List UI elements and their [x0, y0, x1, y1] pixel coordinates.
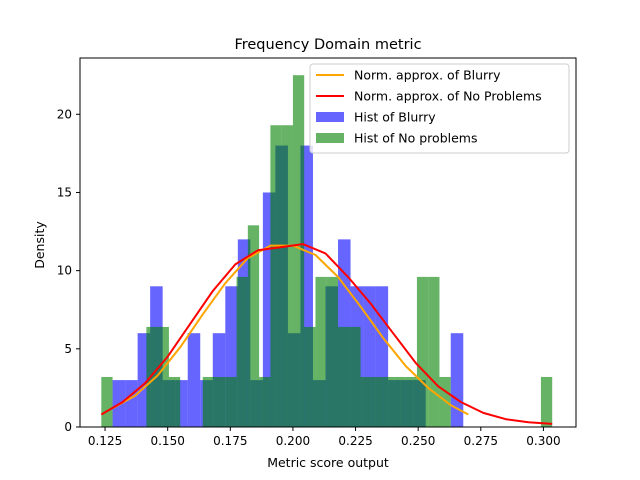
hist-bar — [450, 333, 464, 427]
y-tick-label: 10 — [57, 264, 72, 278]
x-tick-label: 0.125 — [88, 434, 122, 448]
hist-series-1 — [101, 75, 553, 428]
hist-bar — [247, 225, 260, 427]
hist-bar — [304, 326, 316, 427]
legend-box — [309, 63, 570, 154]
hist-bar — [125, 380, 138, 427]
hist-bar — [270, 125, 282, 428]
line-layer — [100, 243, 553, 425]
hist-bar — [428, 276, 440, 427]
hist-bar — [315, 276, 327, 427]
hist-bar — [326, 276, 339, 427]
chart-title: Frequency Domain metric — [234, 37, 421, 53]
x-tick-label: 0.275 — [464, 434, 498, 448]
hist-bar — [349, 326, 361, 427]
hist-bar — [157, 326, 169, 427]
x-tick-label: 0.175 — [213, 434, 247, 448]
y-axis: 0 5 10 15 20 — [57, 107, 80, 434]
hist-bar — [202, 376, 215, 427]
hist-bar — [292, 75, 305, 427]
hist-bar — [416, 276, 429, 427]
histogram-layer — [101, 75, 553, 428]
x-axis: 0.125 0.150 0.175 0.200 0.225 0.250 0.275 0.300 — [88, 427, 561, 448]
x-tick-label: 0.300 — [526, 434, 560, 448]
hist-bar — [101, 376, 113, 427]
legend-label: Hist of No problems — [354, 131, 478, 146]
hist-bar — [360, 376, 372, 427]
plot-frame — [79, 57, 577, 428]
x-tick-label: 0.225 — [338, 434, 372, 448]
hist-bar — [338, 326, 350, 427]
x-tick-label: 0.250 — [401, 434, 435, 448]
y-tick-label: 20 — [57, 107, 72, 121]
legend-patch-swatch — [316, 112, 344, 122]
hist-bar — [214, 376, 226, 427]
x-tick-label: 0.150 — [150, 434, 184, 448]
legend-label: Norm. approx. of Blurry — [354, 68, 501, 83]
hist-bar — [259, 376, 271, 427]
hist-bar — [371, 376, 384, 427]
x-tick-label: 0.200 — [276, 434, 310, 448]
hist-bar — [281, 125, 293, 428]
series-line-1 — [100, 243, 553, 425]
y-axis-label: Density — [32, 221, 47, 269]
hist-bar — [146, 326, 158, 427]
y-tick-label: 5 — [64, 342, 72, 356]
legend-patch-swatch — [316, 133, 344, 143]
legend-label: Hist of Blurry — [354, 110, 436, 125]
y-tick-label: 0 — [64, 420, 72, 434]
x-axis-label: Metric score output — [267, 455, 389, 470]
hist-bar — [236, 276, 248, 427]
hist-bar — [187, 333, 201, 427]
plot-area — [100, 75, 553, 428]
hist-bar — [168, 376, 181, 427]
legend: Norm. approx. of Blurry Norm. approx. of … — [309, 63, 570, 154]
hist-bar — [405, 376, 417, 427]
hist-bar — [394, 376, 406, 427]
hist-bar — [225, 376, 237, 427]
hist-bar — [383, 376, 395, 427]
y-tick-label: 15 — [57, 185, 72, 199]
hist-bar — [540, 376, 553, 427]
legend-label: Norm. approx. of No Problems — [354, 89, 542, 104]
